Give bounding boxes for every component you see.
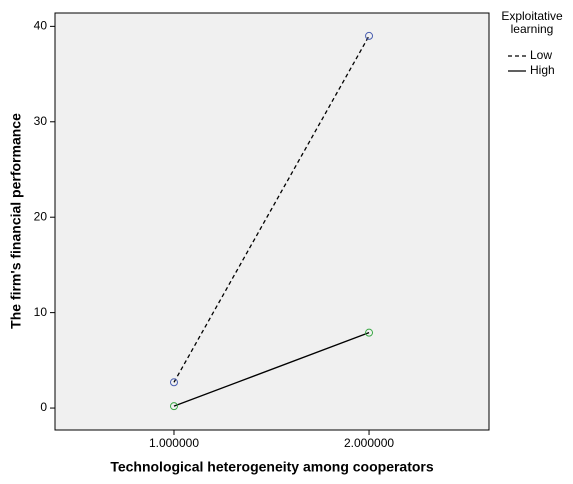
- legend-label: High: [530, 63, 555, 77]
- data-point: [365, 328, 374, 337]
- data-point: [169, 378, 178, 387]
- data-point: [365, 31, 374, 40]
- x-tick-label: 2.000000: [344, 436, 394, 450]
- y-tick-label: 30: [34, 114, 48, 128]
- legend-title: Exploitative learning: [501, 9, 563, 36]
- data-point: [169, 402, 178, 411]
- series-line: [173, 332, 370, 407]
- y-tick-label: 10: [34, 305, 48, 319]
- y-axis-title: The firm's financial performance: [8, 113, 24, 329]
- plot-area: [54, 12, 490, 431]
- y-tick-label: 0: [40, 400, 47, 414]
- x-axis-title: Technological heterogeneity among cooper…: [110, 459, 434, 475]
- series-line: [173, 35, 370, 383]
- legend-label: Low: [530, 48, 552, 62]
- x-tick-label: 1.000000: [149, 436, 199, 450]
- y-tick-label: 40: [34, 19, 48, 33]
- y-tick-label: 20: [34, 209, 48, 223]
